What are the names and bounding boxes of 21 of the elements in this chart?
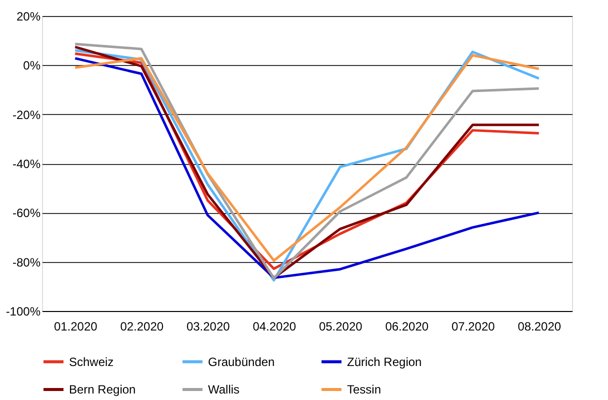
y-tick-label: 20% — [16, 10, 41, 24]
y-tick-label: -100% — [6, 304, 41, 318]
x-tick-label: 01.2020 — [54, 320, 98, 334]
y-tick-label: 0% — [23, 58, 41, 73]
legend-label: Zürich Region — [347, 354, 422, 369]
x-tick-label: 08.2020 — [518, 320, 562, 334]
legend-label: Bern Region — [69, 382, 136, 396]
y-tick-label: -80% — [12, 255, 41, 270]
legend-label: Wallis — [208, 382, 240, 396]
y-tick-label: -20% — [12, 108, 41, 122]
y-tick-label: -60% — [12, 206, 41, 220]
legend-label: Tessin — [347, 382, 382, 396]
x-tick-label: 04.2020 — [252, 320, 296, 334]
legend-label: Graubünden — [208, 354, 275, 369]
x-tick-label: 06.2020 — [385, 320, 429, 334]
x-tick-label: 02.2020 — [120, 320, 164, 334]
legend-label: Schweiz — [69, 354, 114, 369]
x-tick-label: 07.2020 — [451, 320, 496, 334]
x-tick-label: 03.2020 — [186, 320, 230, 334]
x-tick-label: 05.2020 — [318, 320, 363, 334]
y-tick-label: -40% — [12, 157, 41, 171]
